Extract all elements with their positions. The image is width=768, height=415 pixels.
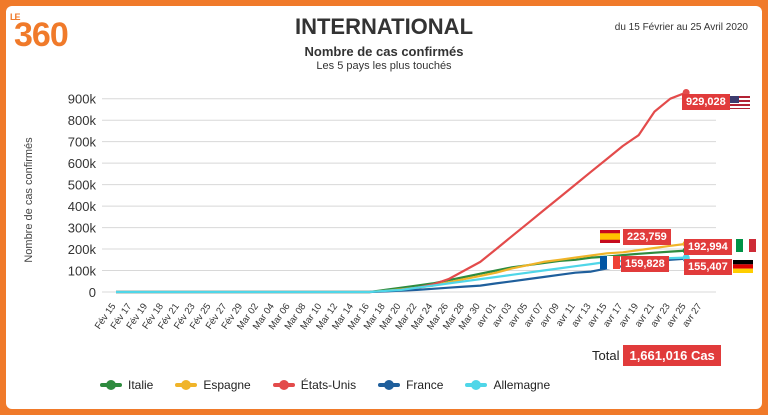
germany-flag-icon (733, 260, 753, 273)
le360-logo: LE 360 (10, 12, 69, 55)
callout-france: 159,828 (621, 256, 669, 272)
chart-legend: Italie Espagne États-Unis France Allemagne (100, 378, 550, 392)
y-tick-label: 800k (68, 113, 97, 128)
callout-usa: 929,028 (682, 94, 730, 110)
y-tick-label: 500k (68, 178, 97, 193)
italy-flag-icon (736, 239, 756, 252)
total-value: 1,661,016 (629, 348, 688, 363)
y-axis-label: Nombre de cas confirmés (23, 137, 35, 263)
france-flag-icon (600, 256, 620, 269)
logo-text: 360 (14, 16, 69, 54)
y-tick-label: 900k (68, 92, 97, 107)
chart-subsubtitle: Les 5 pays les plus touchés (316, 60, 452, 72)
callout-germany: 155,407 (684, 259, 732, 275)
series-line-Allemagne (116, 256, 687, 294)
y-tick-label: 600k (68, 156, 97, 171)
logo-le: LE (10, 12, 20, 22)
legend-item: Allemagne (465, 378, 550, 392)
legend-label: Espagne (203, 378, 251, 392)
legend-label: France (406, 378, 444, 392)
callout-spain: 223,759 (623, 229, 671, 245)
chart-title: INTERNATIONAL (294, 14, 474, 39)
legend-label: Allemagne (493, 378, 551, 392)
spain-flag-icon (600, 230, 620, 243)
total-unit: Cas (690, 348, 715, 363)
y-tick-label: 200k (68, 242, 97, 257)
legend-item: France (378, 378, 443, 392)
total-value-box: 1,661,016 Cas (623, 345, 721, 366)
y-tick-label: 100k (68, 264, 97, 279)
date-range: du 15 Février au 25 Avril 2020 (614, 22, 748, 33)
usa-flag-icon (730, 96, 750, 109)
chart-card (6, 6, 762, 409)
legend-label: États-Unis (300, 378, 357, 392)
y-tick-label: 700k (68, 135, 97, 150)
y-tick-label: 300k (68, 221, 97, 236)
legend-swatch (378, 380, 401, 390)
chart-subtitle: Nombre de cas confirmés (304, 44, 464, 59)
legend-item: Espagne (175, 378, 251, 392)
y-tick-label: 0 (89, 285, 96, 300)
legend-item: États-Unis (272, 378, 357, 392)
legend-swatch (175, 380, 198, 390)
legend-swatch (100, 380, 122, 390)
legend-item: Italie (100, 378, 153, 392)
legend-swatch (465, 380, 488, 390)
legend-label: Italie (128, 378, 154, 392)
total-cases: Total 1,661,016 Cas (592, 345, 721, 366)
legend-swatch (272, 380, 295, 390)
y-tick-label: 400k (68, 199, 97, 214)
total-label: Total (592, 348, 620, 363)
callout-italy: 192,994 (684, 239, 732, 255)
